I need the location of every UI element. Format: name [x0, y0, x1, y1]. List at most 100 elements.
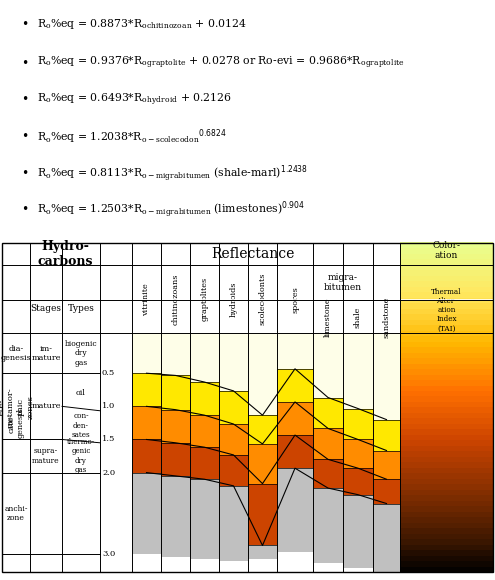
Bar — [248, 415, 277, 444]
Bar — [400, 319, 493, 325]
Bar — [313, 563, 343, 572]
Bar — [400, 478, 493, 484]
Bar — [343, 334, 373, 408]
Bar — [343, 568, 373, 572]
Bar — [400, 429, 493, 435]
Bar — [400, 467, 493, 473]
Bar — [219, 561, 248, 572]
Bar — [400, 264, 493, 270]
Bar — [400, 396, 493, 402]
Text: biogenic
dry
gas: biogenic dry gas — [65, 340, 98, 367]
Bar — [343, 468, 373, 495]
Bar — [132, 373, 161, 407]
Text: supra-
mature: supra- mature — [32, 447, 60, 465]
Bar — [400, 451, 493, 457]
Bar — [161, 476, 190, 557]
Text: con-
den-
sates: con- den- sates — [72, 412, 90, 439]
Text: 1.5: 1.5 — [102, 436, 115, 444]
Bar — [313, 397, 343, 429]
Bar — [313, 488, 343, 563]
Bar — [132, 440, 161, 473]
Bar — [400, 566, 493, 572]
Text: R$_\mathregular{o}$%eq = 1.2038*R$_\mathregular{o-scolecodon}$$^{0.6824}$: R$_\mathregular{o}$%eq = 1.2038*R$_\math… — [37, 127, 226, 146]
Text: Pre-
metamor-
phic
zones: Pre- metamor- phic zones — [0, 387, 35, 428]
Text: oil: oil — [76, 389, 86, 397]
Bar — [400, 314, 493, 320]
Bar — [400, 347, 493, 353]
Bar — [277, 552, 313, 572]
Bar — [161, 375, 190, 409]
Bar — [400, 242, 493, 248]
Text: chitinozoans: chitinozoans — [171, 274, 180, 325]
Bar — [400, 248, 493, 254]
Bar — [400, 292, 493, 298]
Bar — [161, 557, 190, 572]
Bar — [190, 334, 219, 382]
Bar — [400, 517, 493, 523]
Text: im-
mature: im- mature — [31, 345, 61, 362]
Bar — [219, 455, 248, 486]
Text: Types: Types — [67, 303, 95, 313]
Bar — [132, 407, 161, 440]
Bar — [400, 418, 493, 424]
Bar — [400, 445, 493, 451]
Bar — [400, 374, 493, 380]
Bar — [400, 440, 493, 446]
Bar — [190, 382, 219, 415]
Bar — [400, 357, 493, 364]
Bar — [400, 489, 493, 495]
Bar — [400, 560, 493, 567]
Bar — [400, 511, 493, 517]
Bar — [400, 484, 493, 490]
Bar — [373, 479, 400, 503]
Bar — [400, 462, 493, 468]
Text: graptolites: graptolites — [200, 277, 208, 321]
Bar — [190, 415, 219, 447]
Bar — [400, 506, 493, 512]
Text: sandstone: sandstone — [383, 296, 391, 338]
Bar — [400, 539, 493, 545]
Text: spores: spores — [291, 286, 299, 313]
Bar — [248, 484, 277, 545]
Text: shale: shale — [354, 306, 362, 328]
Bar — [400, 287, 493, 292]
Bar — [248, 334, 277, 415]
Bar — [132, 554, 161, 572]
Bar — [400, 412, 493, 418]
Bar — [343, 408, 373, 440]
Bar — [400, 528, 493, 534]
Bar — [373, 451, 400, 479]
Bar — [248, 444, 277, 484]
Bar — [400, 253, 493, 259]
Bar — [373, 419, 400, 451]
Bar — [400, 379, 493, 386]
Text: •: • — [21, 203, 28, 216]
Bar — [400, 303, 493, 309]
Text: migra-
bitumen: migra- bitumen — [324, 273, 362, 292]
Text: 1.0: 1.0 — [102, 403, 115, 410]
Bar — [132, 473, 161, 554]
Text: anchi-
zone: anchi- zone — [4, 505, 28, 522]
Bar — [400, 385, 493, 391]
Text: dia-
genesis: dia- genesis — [0, 345, 31, 362]
Text: R$_\mathregular{o}$%eq = 1.2503*R$_\mathregular{o-migrabitumen}$ (limestones)$^{: R$_\mathregular{o}$%eq = 1.2503*R$_\math… — [37, 199, 304, 220]
Bar — [277, 402, 313, 435]
Bar — [400, 276, 493, 281]
Bar — [400, 522, 493, 528]
Bar — [400, 473, 493, 478]
Bar — [400, 401, 493, 408]
Text: •: • — [21, 17, 28, 31]
Bar — [248, 545, 277, 559]
Bar — [277, 468, 313, 552]
Bar — [400, 281, 493, 287]
Bar — [400, 500, 493, 506]
Bar — [400, 549, 493, 556]
Bar — [343, 495, 373, 568]
Text: 2.0: 2.0 — [102, 469, 115, 477]
Text: •: • — [21, 93, 28, 106]
Text: Reflectance: Reflectance — [211, 247, 294, 261]
Bar — [161, 334, 190, 375]
Text: 3.0: 3.0 — [102, 550, 115, 559]
Bar — [400, 434, 493, 440]
Bar — [400, 259, 493, 265]
